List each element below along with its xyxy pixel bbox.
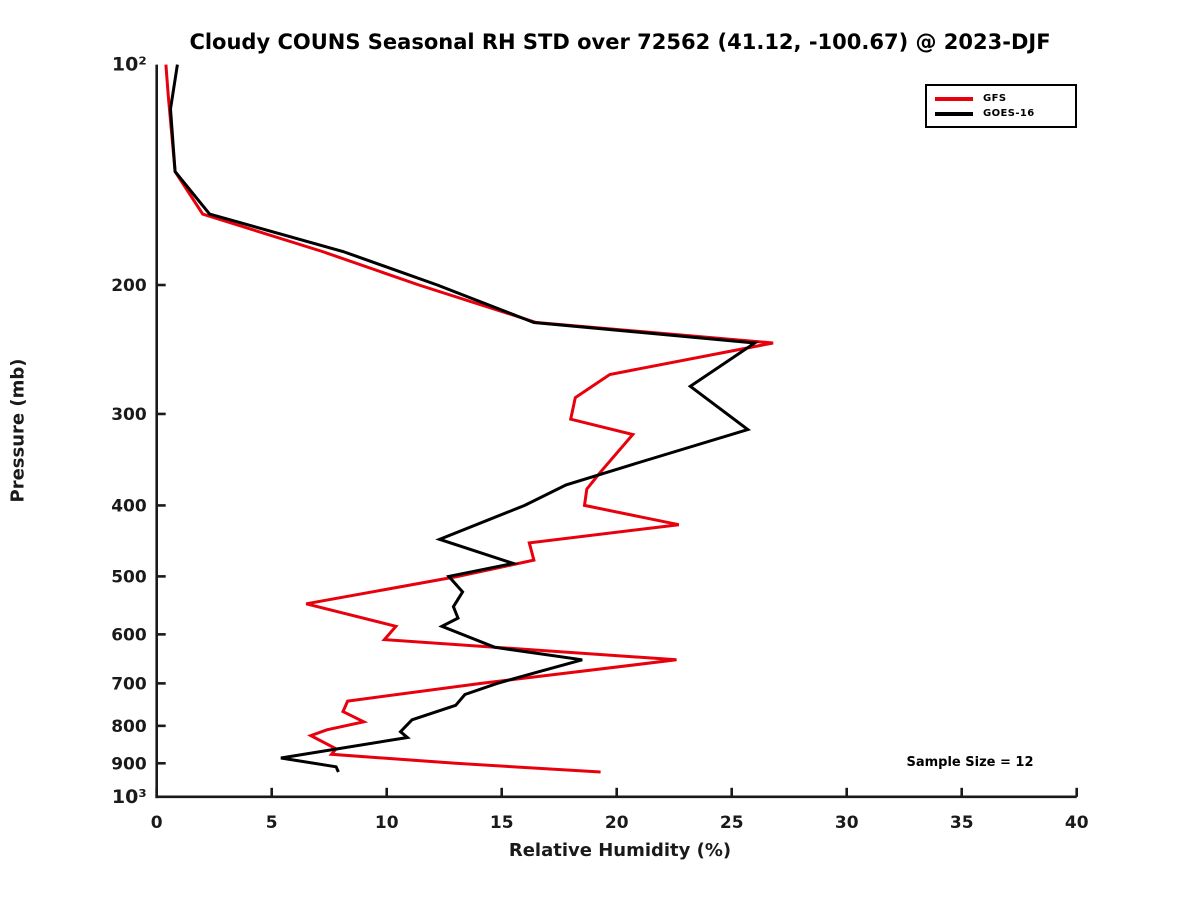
- x-tick-label: 25: [720, 813, 744, 833]
- y-tick-label: 900: [111, 754, 147, 774]
- y-tick-label: 600: [111, 625, 147, 645]
- y-tick-label: 700: [111, 674, 147, 694]
- y-tick-label: 800: [111, 717, 147, 737]
- x-tick-label: 15: [490, 813, 514, 833]
- legend-label-goes16: GOES-16: [983, 108, 1035, 119]
- y-tick-label: 400: [111, 496, 147, 516]
- goes-16-line: [168, 64, 760, 773]
- x-tick-label: 35: [950, 813, 974, 833]
- gfs-line-swatch: [935, 96, 973, 101]
- x-tick-label: 5: [266, 813, 278, 833]
- legend-entry-goes16: GOES-16: [935, 106, 1067, 121]
- goes-16-line-swatch: [935, 111, 973, 116]
- y-tick-label: 300: [111, 405, 147, 425]
- legend: GFS GOES-16: [925, 84, 1077, 128]
- gfs-line: [164, 64, 774, 774]
- y-tick-label: 10²: [112, 54, 147, 76]
- x-tick-label: 10: [375, 813, 399, 833]
- legend-label-gfs: GFS: [983, 93, 1007, 104]
- x-tick-label: 30: [835, 813, 859, 833]
- x-tick-label: 0: [151, 813, 163, 833]
- y-tick-label: 500: [111, 567, 147, 587]
- chart-title: Cloudy COUNS Seasonal RH STD over 72562 …: [189, 30, 1051, 54]
- x-tick-label: 20: [605, 813, 629, 833]
- x-axis-label: Relative Humidity (%): [508, 840, 732, 861]
- legend-entry-gfs: GFS: [935, 91, 1067, 106]
- sample-size-annotation: Sample Size = 12: [906, 755, 1034, 770]
- x-tick-label: 40: [1065, 813, 1089, 833]
- y-tick-label: 10³: [112, 786, 147, 808]
- y-tick-label: 200: [111, 276, 147, 296]
- y-axis-label: Pressure (mb): [7, 358, 29, 503]
